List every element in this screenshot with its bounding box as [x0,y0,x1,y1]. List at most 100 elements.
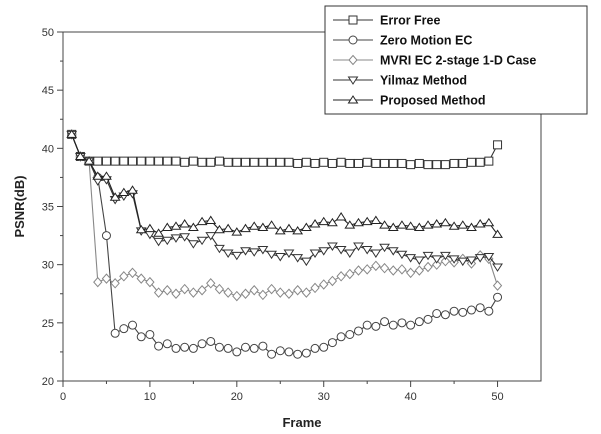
data-point [474,254,486,263]
data-point [292,226,304,235]
data-point [414,265,424,276]
data-point [214,342,224,352]
y-tick-label: 30 [42,260,54,272]
data-point [145,329,155,339]
data-point [197,339,207,349]
data-point [492,263,503,272]
data-point [309,249,321,258]
series-yilmaz-method [66,130,503,272]
data-point [188,156,198,166]
data-point [275,287,285,298]
data-point [161,236,173,246]
x-tick-label: 50 [491,391,503,403]
y-axis: 20 25 30 35 40 45 50 [42,27,63,388]
data-point [396,220,408,229]
data-point [414,158,424,168]
data-point [162,285,172,296]
data-point [232,347,242,357]
x-tick-label: 0 [60,391,66,403]
legend: Error Free Zero Motion EC MVRI EC 2-stage … [324,5,588,115]
data-point [457,220,469,229]
data-point [257,222,269,231]
data-point [240,247,251,256]
data-point [318,247,330,256]
data-point [361,246,373,255]
data-point [483,217,495,227]
data-point [466,256,477,265]
data-point [387,222,399,231]
data-point [206,336,216,346]
data-point [110,278,120,289]
data-point [249,343,259,353]
data-point [101,231,111,241]
data-point [466,305,476,315]
data-point [475,303,485,313]
data-point [154,341,164,351]
data-point [74,151,86,160]
data-point [240,223,251,233]
data-point [301,287,312,298]
data-point [110,156,120,166]
series-layer [66,129,503,359]
data-point [214,283,225,295]
data-point [362,264,372,275]
data-point [362,157,372,167]
data-point [274,226,286,235]
data-point [154,156,164,166]
data-point [188,343,198,353]
data-point [293,158,303,168]
data-point [301,157,311,167]
legend-label: Yilmaz Method [380,74,467,88]
legend-swatch-marker [347,95,359,104]
data-point [170,234,182,243]
legend-swatch-marker [348,35,358,45]
data-point [136,156,146,166]
data-point [493,292,503,302]
data-point [310,343,320,353]
data-point [405,267,416,279]
data-point [353,326,363,336]
data-point [266,220,277,229]
data-point [300,257,312,267]
data-point [101,171,112,180]
data-point [284,157,294,167]
x-tick-label: 10 [144,391,156,403]
data-point [388,265,398,276]
series-proposed-method [66,129,503,238]
legend-label: Zero Motion EC [380,34,472,48]
data-point [249,285,259,296]
data-point [187,240,199,249]
data-point [257,246,269,255]
data-point [371,260,381,272]
data-point [284,288,294,300]
data-point [336,157,346,167]
data-point [83,156,95,165]
legend-label: Proposed Method [380,94,486,108]
data-point [405,221,417,230]
data-point [171,156,181,166]
data-point [458,307,468,317]
data-point [196,236,208,246]
data-point [206,157,216,167]
data-point [248,221,260,230]
data-point [335,212,347,221]
data-point [413,222,425,231]
data-point [327,242,338,251]
data-point [362,320,372,330]
data-point [492,280,503,291]
data-point [353,217,364,227]
data-point [284,347,294,357]
data-point [484,306,494,316]
series-mvri-ec-2-stage-1-d-case [67,129,503,302]
data-point [396,250,408,260]
data-point [448,255,460,264]
data-point [222,249,234,258]
data-point [423,314,433,324]
data-point [223,157,233,167]
data-point [275,346,285,356]
data-point [66,129,78,138]
data-point [379,220,390,229]
data-point [231,227,243,236]
data-point [241,157,251,167]
legend-item: Yilmaz Method [333,74,467,88]
